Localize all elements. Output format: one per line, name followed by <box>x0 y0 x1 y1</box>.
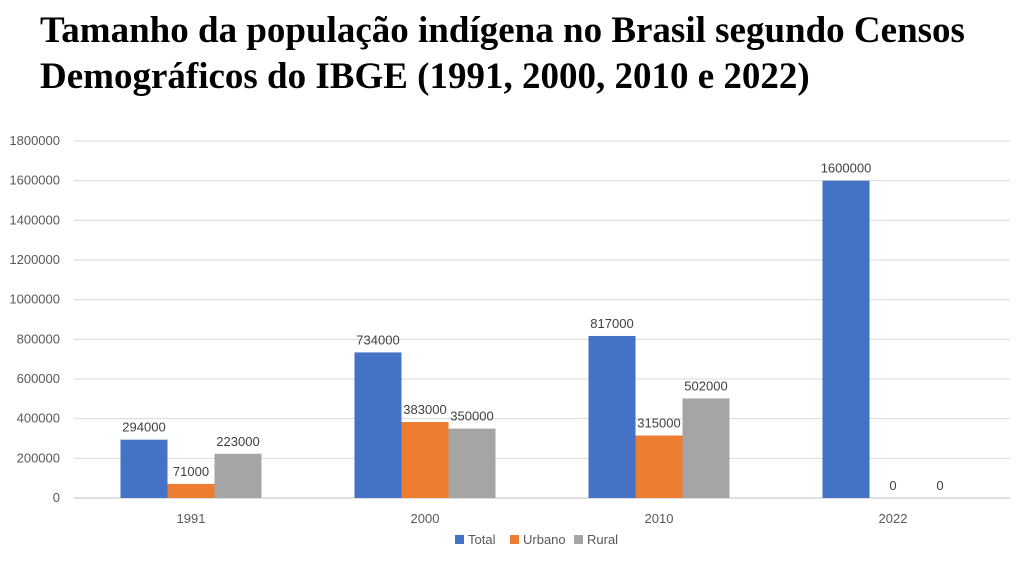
bar-urbano-2000 <box>401 422 449 498</box>
chart-title-line-2: Demográficos do IBGE (1991, 2000, 2010 e… <box>40 56 810 97</box>
legend-swatch <box>455 535 464 544</box>
legend: Total Urbano Rural <box>455 532 618 547</box>
data-label-total-2022: 1600000 <box>821 161 872 176</box>
y-tick-label: 1800000 <box>9 133 60 148</box>
y-tick-label: 600000 <box>17 371 60 386</box>
y-tick-label: 0 <box>53 490 60 505</box>
legend-item-total: Total <box>455 532 496 547</box>
y-tick-label: 800000 <box>17 331 60 346</box>
bar-total-2022 <box>822 180 870 498</box>
data-label-urbano-2000: 383000 <box>403 402 446 417</box>
data-labels: 294000 71000 223000 734000 383000 350000 81700… <box>122 161 943 493</box>
bars <box>120 180 870 498</box>
y-tick-label: 1200000 <box>9 252 60 267</box>
y-tick-label: 400000 <box>17 411 60 426</box>
bar-rural-1991 <box>214 453 262 498</box>
x-tick-label: 2010 <box>645 511 674 526</box>
bar-total-2000 <box>354 352 402 498</box>
bar-urbano-1991 <box>167 483 215 498</box>
bar-total-1991 <box>120 439 168 498</box>
data-label-rural-2010: 502000 <box>684 378 727 393</box>
legend-item-urbano: Urbano <box>510 532 566 547</box>
data-label-urbano-1991: 71000 <box>173 464 209 479</box>
data-label-urbano-2010: 315000 <box>637 416 680 431</box>
bar-urbano-2010 <box>635 435 683 498</box>
x-tick-label: 1991 <box>177 511 206 526</box>
y-tick-label: 200000 <box>17 450 60 465</box>
legend-label: Rural <box>587 532 618 547</box>
legend-swatch <box>574 535 583 544</box>
bar-total-2010 <box>588 335 636 498</box>
legend-label: Total <box>468 532 496 547</box>
data-label-total-1991: 294000 <box>122 420 165 435</box>
chart-title: Tamanho da população indígena no Brasil … <box>40 8 1020 100</box>
data-label-total-2000: 734000 <box>356 332 399 347</box>
legend-item-rural: Rural <box>574 532 618 547</box>
data-label-urbano-2022: 0 <box>889 478 896 493</box>
x-tick-label: 2000 <box>411 511 440 526</box>
bar-rural-2000 <box>448 428 496 498</box>
y-tick-label: 1000000 <box>9 292 60 307</box>
legend-label: Urbano <box>523 532 566 547</box>
legend-swatch <box>510 535 519 544</box>
y-tick-label: 1400000 <box>9 212 60 227</box>
chart-title-line-1: Tamanho da população indígena no Brasil … <box>40 10 965 51</box>
x-axis: 1991 2000 2010 2022 <box>177 511 908 526</box>
y-tick-label: 1600000 <box>9 173 60 188</box>
gridlines <box>74 140 1010 499</box>
data-label-rural-2022: 0 <box>936 478 943 493</box>
x-tick-label: 2022 <box>879 511 908 526</box>
y-axis: 0 200000 400000 600000 800000 1000000 1200000 1… <box>9 133 60 505</box>
data-label-rural-2000: 350000 <box>450 409 493 424</box>
data-label-total-2010: 817000 <box>590 316 633 331</box>
bar-rural-2010 <box>682 398 730 498</box>
data-label-rural-1991: 223000 <box>216 434 259 449</box>
